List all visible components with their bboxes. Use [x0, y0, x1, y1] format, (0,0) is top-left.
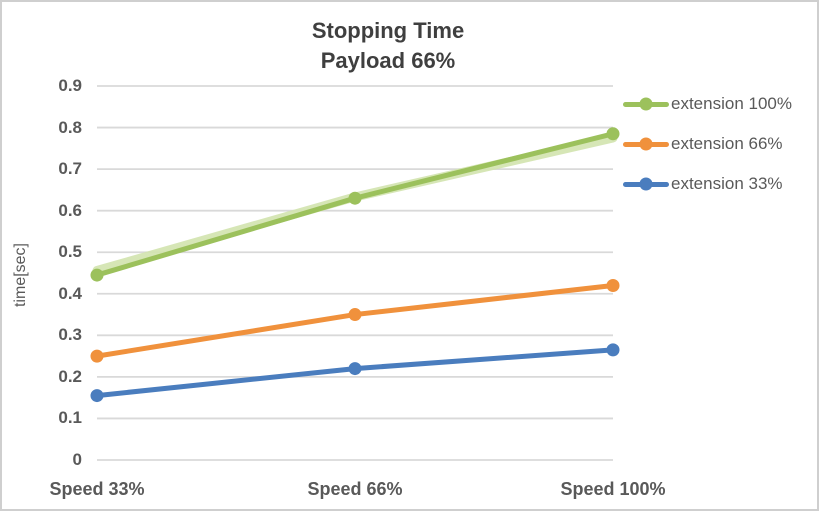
y-tick-label: 0.8: [58, 117, 82, 137]
legend-dot-icon: [639, 177, 653, 191]
legend-label: extension 33%: [671, 174, 783, 193]
legend-marker-icon: [623, 177, 669, 191]
y-axis-tick-labels: 0.9 0.8 0.7 0.6 0.5 0.4 0.3 0.2 0.1 0: [2, 2, 82, 509]
legend: extension 100% extension 66% extension 33%: [623, 2, 817, 509]
y-tick-label: 0.2: [58, 366, 82, 386]
data-point-marker: [90, 268, 104, 282]
legend-dot-icon: [639, 97, 653, 111]
y-tick-label: 0.1: [58, 408, 82, 428]
legend-marker-icon: [623, 97, 669, 111]
legend-label: extension 66%: [671, 134, 783, 153]
data-point-marker: [348, 191, 362, 205]
legend-marker-icon: [623, 137, 669, 151]
y-tick-label: 0.5: [58, 242, 82, 262]
y-tick-label: 0.4: [58, 283, 82, 303]
data-point-marker: [348, 362, 362, 376]
y-tick-label: 0.6: [58, 200, 82, 220]
data-point-marker: [348, 308, 362, 322]
legend-dot-icon: [639, 137, 653, 151]
y-tick-label: 0.3: [58, 325, 82, 345]
data-point-marker: [90, 389, 104, 403]
chart-title-line1: Stopping Time: [311, 18, 465, 43]
legend-item-extension-66-: extension 66%: [623, 124, 783, 164]
chart-canvas: [90, 85, 620, 461]
data-point-marker: [606, 343, 620, 357]
legend-item-extension-100-: extension 100%: [623, 84, 792, 124]
legend-label: extension 100%: [671, 94, 792, 113]
legend-item-extension-33-: extension 33%: [623, 164, 783, 204]
data-point-marker: [606, 127, 620, 141]
chart-title-line2: Payload 66%: [320, 48, 456, 73]
chart-title: Stopping Time Payload 66%: [2, 16, 774, 76]
y-tick-label: 0.7: [58, 159, 82, 179]
data-point-marker: [90, 349, 104, 363]
x-tick-label: Speed 66%: [307, 479, 403, 499]
y-tick-label: 0: [72, 450, 82, 469]
plot-area: [90, 85, 620, 461]
data-point-marker: [606, 278, 620, 292]
y-tick-label: 0.9: [58, 76, 82, 95]
